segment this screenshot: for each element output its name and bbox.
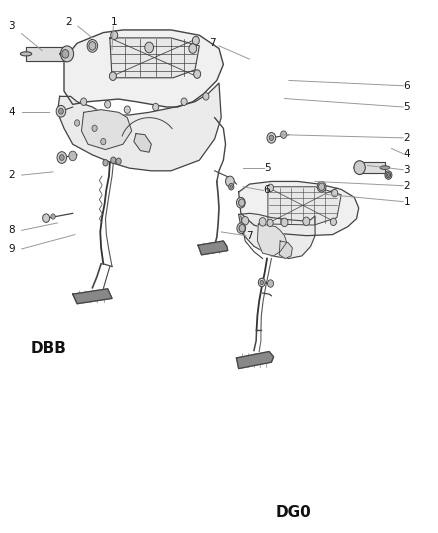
Circle shape [268, 184, 274, 191]
Polygon shape [279, 241, 292, 259]
Text: 5: 5 [403, 102, 410, 112]
Polygon shape [198, 241, 228, 255]
Text: 2: 2 [403, 181, 410, 191]
Circle shape [87, 39, 98, 52]
Circle shape [101, 139, 106, 145]
Circle shape [239, 199, 245, 206]
Circle shape [116, 158, 121, 165]
Circle shape [103, 160, 108, 166]
Text: 8: 8 [8, 225, 15, 236]
Circle shape [60, 46, 74, 62]
Circle shape [111, 31, 118, 39]
Circle shape [51, 214, 55, 219]
Ellipse shape [60, 52, 71, 56]
Circle shape [318, 183, 325, 190]
Circle shape [319, 184, 324, 189]
Text: 1: 1 [403, 197, 410, 207]
Circle shape [317, 181, 326, 192]
Circle shape [385, 171, 392, 179]
Text: DG0: DG0 [276, 505, 311, 520]
Ellipse shape [354, 166, 364, 169]
Ellipse shape [20, 52, 32, 56]
Circle shape [62, 50, 69, 58]
Circle shape [237, 197, 245, 208]
Text: DBB: DBB [31, 342, 67, 357]
Circle shape [110, 72, 117, 80]
Polygon shape [239, 213, 315, 259]
Text: 5: 5 [264, 163, 270, 173]
Circle shape [281, 218, 288, 227]
Text: 9: 9 [8, 244, 15, 254]
Polygon shape [26, 47, 65, 61]
Polygon shape [359, 162, 385, 173]
Circle shape [59, 108, 64, 114]
Circle shape [145, 42, 153, 53]
Text: 3: 3 [403, 165, 410, 175]
Polygon shape [73, 289, 112, 304]
Text: 1: 1 [111, 17, 117, 27]
Circle shape [260, 280, 264, 285]
Circle shape [354, 161, 365, 174]
Circle shape [267, 219, 273, 227]
Circle shape [189, 44, 197, 53]
Circle shape [330, 218, 336, 225]
Polygon shape [268, 187, 341, 225]
Circle shape [105, 101, 111, 108]
Circle shape [268, 280, 274, 287]
Circle shape [230, 185, 233, 188]
Circle shape [387, 174, 389, 176]
Circle shape [42, 214, 49, 222]
Circle shape [242, 216, 249, 225]
Circle shape [81, 98, 87, 106]
Circle shape [181, 98, 187, 106]
Circle shape [194, 70, 201, 78]
Circle shape [152, 103, 159, 111]
Circle shape [239, 200, 243, 205]
Circle shape [203, 93, 209, 100]
Circle shape [192, 36, 199, 45]
Circle shape [259, 217, 266, 226]
Circle shape [281, 131, 287, 139]
Ellipse shape [380, 166, 390, 169]
Circle shape [332, 189, 338, 197]
Text: 7: 7 [209, 38, 216, 48]
Circle shape [237, 223, 246, 233]
Polygon shape [134, 134, 151, 152]
Circle shape [239, 224, 245, 232]
Circle shape [57, 152, 67, 164]
Text: 7: 7 [246, 231, 253, 241]
Circle shape [90, 43, 95, 49]
Circle shape [92, 125, 97, 132]
Circle shape [303, 217, 310, 225]
Text: 4: 4 [8, 107, 15, 117]
Circle shape [258, 278, 265, 287]
Text: 2: 2 [65, 17, 72, 27]
Circle shape [74, 120, 80, 126]
Circle shape [89, 42, 96, 50]
Text: 2: 2 [403, 133, 410, 143]
Text: 4: 4 [403, 149, 410, 159]
Polygon shape [64, 30, 223, 107]
Text: 6: 6 [264, 185, 270, 196]
Polygon shape [110, 38, 199, 78]
Polygon shape [258, 224, 287, 256]
Circle shape [111, 157, 116, 164]
Text: 6: 6 [403, 81, 410, 91]
Polygon shape [237, 352, 274, 368]
Circle shape [226, 176, 234, 187]
Circle shape [56, 106, 66, 117]
Circle shape [60, 155, 64, 160]
Circle shape [267, 133, 276, 143]
Text: 2: 2 [8, 170, 15, 180]
Circle shape [269, 135, 274, 141]
Text: 3: 3 [8, 21, 15, 31]
Circle shape [124, 106, 131, 114]
Circle shape [239, 225, 244, 231]
Polygon shape [57, 83, 221, 171]
Circle shape [386, 172, 391, 177]
Circle shape [229, 183, 234, 190]
Polygon shape [239, 181, 359, 236]
Circle shape [69, 151, 77, 161]
Polygon shape [81, 110, 132, 150]
